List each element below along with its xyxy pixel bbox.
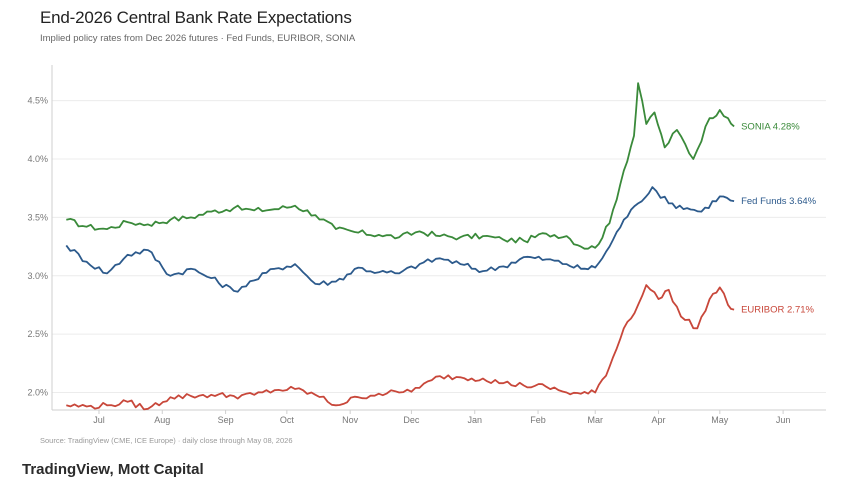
x-tick-label: Feb — [530, 415, 546, 425]
y-tick-label: 3.5% — [27, 212, 48, 222]
x-tick-label: Sep — [218, 415, 234, 425]
axes: 2.0% 2.5% 3.0% 3.5% 4.0% 4.5% Jul Aug Sep Oct Nov D… — [27, 65, 826, 425]
series-end-label-sonia: SONIA 4.28% — [741, 121, 800, 132]
series-end-label-euribor: EURIBOR 2.71% — [741, 305, 814, 316]
y-tick-label: 2.5% — [27, 329, 48, 339]
line-chart: 2.0% 2.5% 3.0% 3.5% 4.0% 4.5% Jul Aug Sep Oct Nov D… — [27, 65, 826, 425]
chart-source-note: Source: TradingView (CME, ICE Europe) · … — [40, 436, 293, 445]
chart-subtitle: Implied policy rates from Dec 2026 futur… — [40, 33, 356, 44]
series-line-euribor — [66, 284, 735, 411]
x-tick-label: Apr — [652, 415, 666, 425]
x-tick-label: Jun — [776, 415, 791, 425]
x-tick-label: Jul — [93, 415, 105, 425]
chart-title: End-2026 Central Bank Rate Expectations — [40, 8, 352, 27]
series-line-sonia — [66, 82, 735, 250]
image-credit: TradingView, Mott Capital — [22, 461, 204, 478]
y-tick-label: 4.5% — [27, 96, 48, 106]
x-tick-label: Dec — [403, 415, 420, 425]
x-tick-label: Nov — [342, 415, 359, 425]
x-tick-label: Oct — [280, 415, 295, 425]
y-tick-label: 2.0% — [27, 387, 48, 397]
x-tick-label: Mar — [587, 415, 603, 425]
series-line-fed-funds — [65, 186, 735, 293]
x-tick-label: Jan — [467, 415, 482, 425]
series-end-labels: SONIA 4.28% Fed Funds 3.64% EURIBOR 2.71% — [741, 121, 817, 315]
grid-lines — [52, 100, 826, 393]
x-tick-label: Aug — [154, 415, 170, 425]
y-tick-label: 4.0% — [27, 154, 48, 164]
y-tick-label: 3.0% — [27, 271, 48, 281]
series-lines — [65, 82, 735, 411]
x-tick-label: May — [711, 415, 729, 425]
series-end-label-fed-funds: Fed Funds 3.64% — [741, 196, 817, 207]
